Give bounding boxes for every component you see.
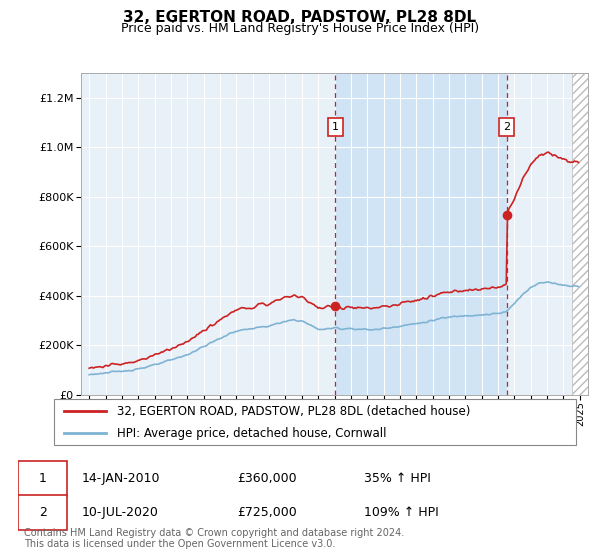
Text: 2: 2 (503, 122, 510, 132)
Bar (572, 73, 590, 395)
Text: 14-JAN-2010: 14-JAN-2010 (82, 472, 160, 485)
Text: 35% ↑ HPI: 35% ↑ HPI (364, 472, 430, 485)
Text: Contains HM Land Registry data © Crown copyright and database right 2024.
This d: Contains HM Land Registry data © Crown c… (24, 528, 404, 549)
Text: £725,000: £725,000 (237, 506, 296, 519)
FancyBboxPatch shape (18, 461, 67, 496)
Text: HPI: Average price, detached house, Cornwall: HPI: Average price, detached house, Corn… (116, 427, 386, 440)
FancyBboxPatch shape (18, 495, 67, 530)
Text: 1: 1 (332, 122, 338, 132)
Text: 10-JUL-2020: 10-JUL-2020 (82, 506, 158, 519)
Text: 1: 1 (39, 472, 47, 485)
Text: 2: 2 (39, 506, 47, 519)
Text: 109% ↑ HPI: 109% ↑ HPI (364, 506, 439, 519)
Text: 32, EGERTON ROAD, PADSTOW, PL28 8DL (detached house): 32, EGERTON ROAD, PADSTOW, PL28 8DL (det… (116, 405, 470, 418)
FancyBboxPatch shape (54, 399, 576, 445)
Bar (335, 73, 507, 395)
Text: £360,000: £360,000 (237, 472, 296, 485)
Text: Price paid vs. HM Land Registry's House Price Index (HPI): Price paid vs. HM Land Registry's House … (121, 22, 479, 35)
Text: 32, EGERTON ROAD, PADSTOW, PL28 8DL: 32, EGERTON ROAD, PADSTOW, PL28 8DL (124, 10, 476, 25)
